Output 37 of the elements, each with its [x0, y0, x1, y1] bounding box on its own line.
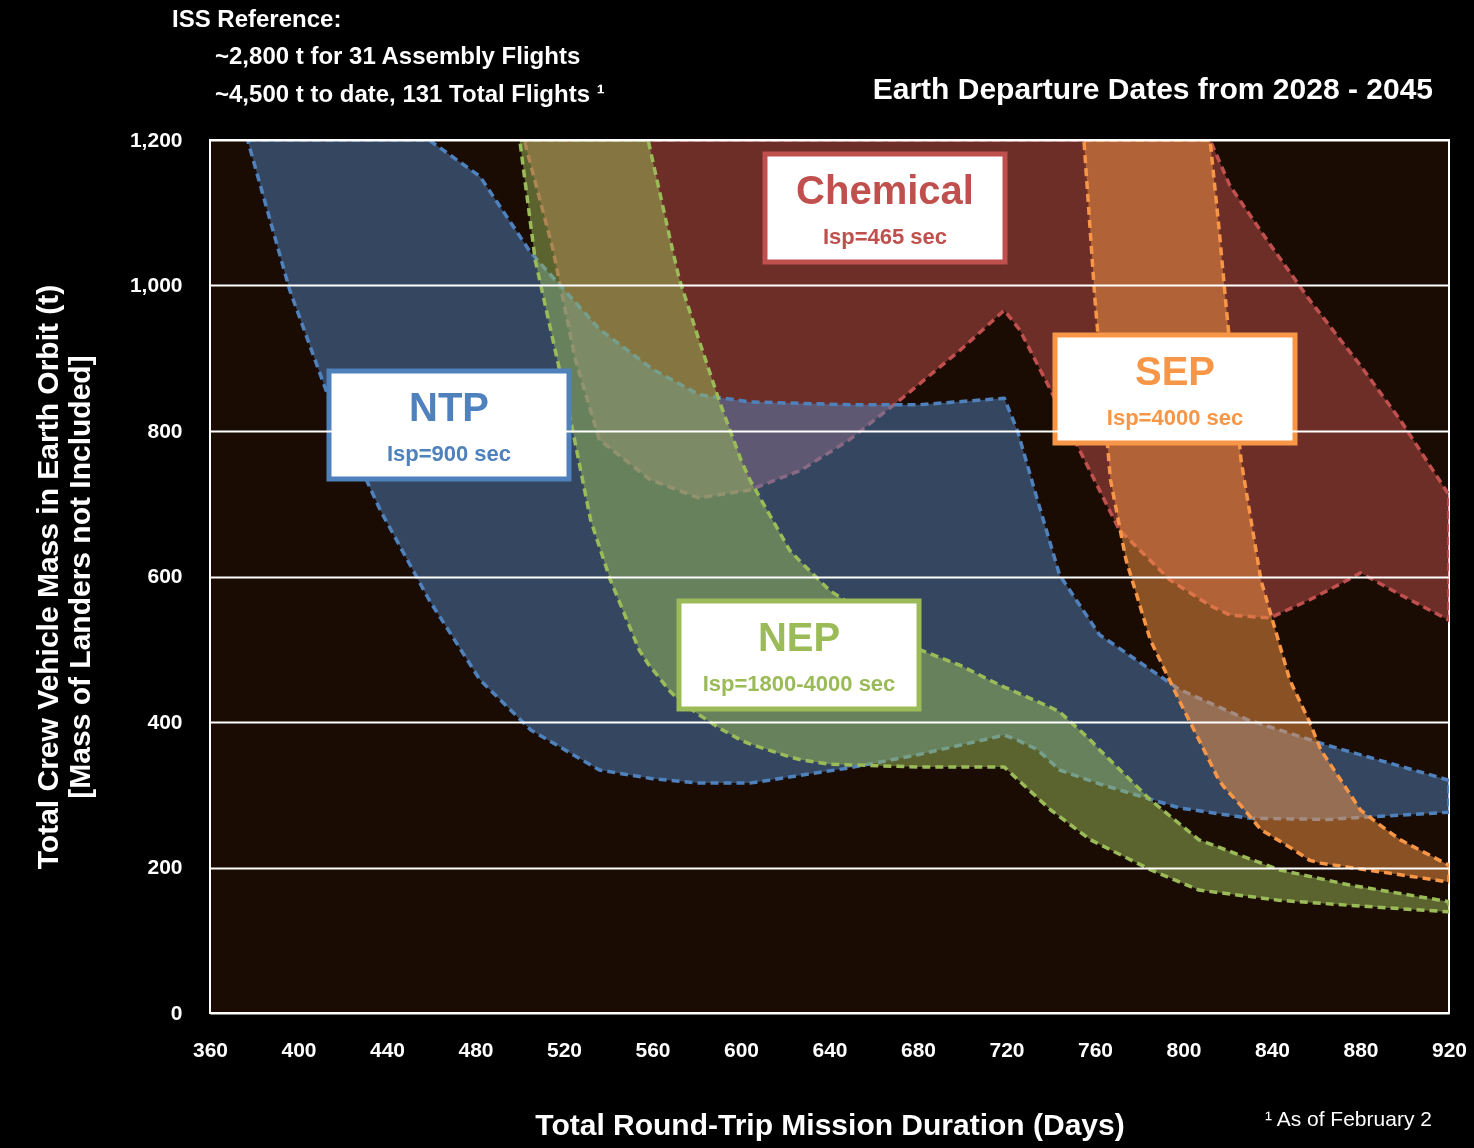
x-tick-label: 400 [281, 1037, 317, 1061]
legend-label: Chemical [796, 168, 974, 212]
x-tick-label: 760 [1077, 1037, 1114, 1061]
annotation: Isp=1800-4000 sec [702, 671, 896, 696]
text: ~2,800 t for 31 Assembly Flights [215, 42, 581, 69]
x-tick-label: 800 [1166, 1037, 1202, 1061]
x-tick-label: 720 [989, 1037, 1025, 1061]
chart-title: Earth Departure Dates from 2028 - 2045 [872, 72, 1433, 105]
y-tick-label: 1,000 [129, 273, 183, 296]
x-tick-label: 560 [635, 1037, 671, 1061]
annotation: Isp=4000 sec [1106, 405, 1244, 430]
y-tick-label: 800 [147, 418, 183, 442]
x-tick-label: 640 [812, 1037, 848, 1061]
y-tick-label: 1,200 [129, 127, 183, 151]
x-tick-label: 360 [192, 1037, 229, 1061]
annotation: Isp=465 sec [822, 224, 948, 249]
text: ¹ As of February 2 [1265, 1107, 1432, 1130]
y-tick-label: 600 [147, 564, 183, 587]
x-tick-label: 480 [458, 1037, 494, 1061]
legend-label: SEP [1134, 349, 1216, 393]
x-tick-label: 920 [1431, 1037, 1468, 1061]
x-tick-label: 600 [723, 1037, 760, 1061]
legend-label: NTP [409, 385, 489, 429]
x-tick-label: 840 [1254, 1037, 1291, 1061]
x-axis-title: Total Round-Trip Mission Duration (Days) [535, 1107, 1125, 1141]
x-tick-label: 440 [369, 1037, 406, 1061]
x-tick-label: 520 [546, 1037, 583, 1061]
y-tick-label: 400 [147, 709, 183, 733]
text: ~4,500 t to date, 131 Total Flights ¹ [215, 80, 605, 107]
annotation: Isp=900 sec [386, 441, 512, 466]
y-axis-title: Total Crew Vehicle Mass in Earth Orbit (t) [Mass of Landers not Included] [30, 284, 96, 870]
x-tick-label: 680 [900, 1037, 937, 1061]
y-tick-label: 200 [147, 855, 183, 878]
legend-label: NEP [757, 615, 841, 659]
x-tick-label: 880 [1343, 1037, 1379, 1061]
text: ISS Reference: [172, 5, 342, 32]
y-tick-label: 0 [170, 1000, 183, 1024]
